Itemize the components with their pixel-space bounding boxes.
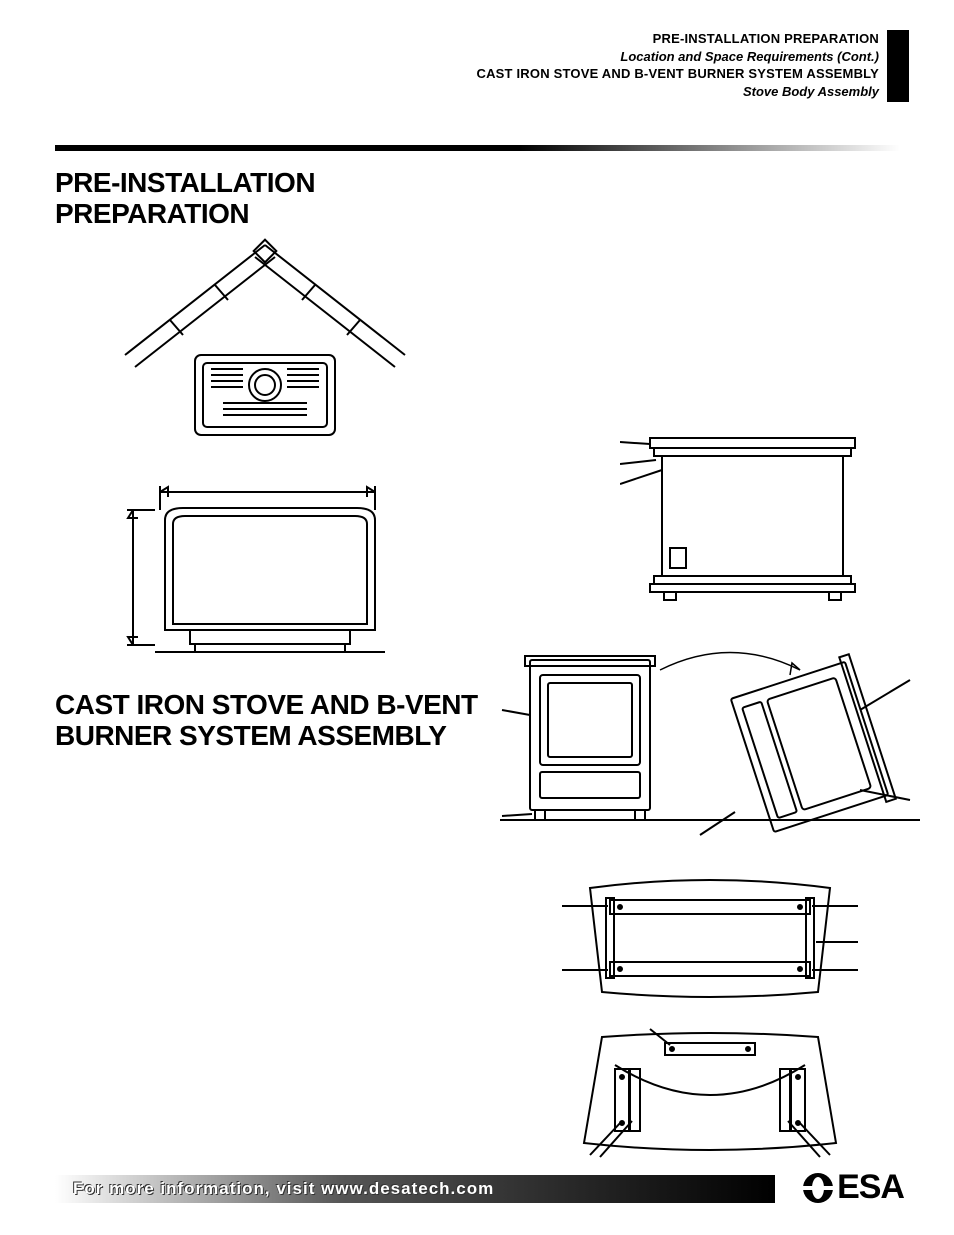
heading-castiron-l2: BURNER SYSTEM ASSEMBLY — [55, 721, 478, 752]
heading-preinstall-l2: PREPARATION — [55, 199, 315, 230]
diagram-assembly-tilt — [500, 640, 920, 840]
footer-text: For more information, visit www.desatech… — [73, 1179, 494, 1199]
header-line-2: Location and Space Requirements (Cont.) — [477, 48, 880, 66]
diagram-brackets-top — [560, 870, 860, 1005]
header-line-3: CAST IRON STOVE AND B-VENT BURNER SYSTEM… — [477, 65, 880, 83]
footer-bar: For more information, visit www.desatech… — [55, 1175, 775, 1203]
diagram-front-dims — [115, 480, 405, 670]
diagram-corner-top — [115, 235, 415, 455]
header-text-block: PRE-INSTALLATION PREPARATION Location an… — [477, 30, 888, 100]
gradient-divider — [55, 145, 900, 151]
logo-text: ESA — [837, 1168, 904, 1207]
header-line-4: Stove Body Assembly — [477, 83, 880, 101]
header-black-bar — [887, 30, 909, 102]
heading-preinstall: PRE-INSTALLATION PREPARATION — [55, 168, 315, 230]
heading-castiron: CAST IRON STOVE AND B-VENT BURNER SYSTEM… — [55, 690, 478, 752]
logo-icon — [801, 1171, 835, 1205]
heading-castiron-l1: CAST IRON STOVE AND B-VENT — [55, 690, 478, 721]
page-header: PRE-INSTALLATION PREPARATION Location an… — [477, 30, 910, 102]
diagram-brackets-inside — [560, 1025, 860, 1160]
heading-preinstall-l1: PRE-INSTALLATION — [55, 168, 315, 199]
diagram-side-panel — [620, 430, 880, 605]
brand-logo: ESA — [801, 1168, 904, 1207]
header-line-1: PRE-INSTALLATION PREPARATION — [477, 30, 880, 48]
